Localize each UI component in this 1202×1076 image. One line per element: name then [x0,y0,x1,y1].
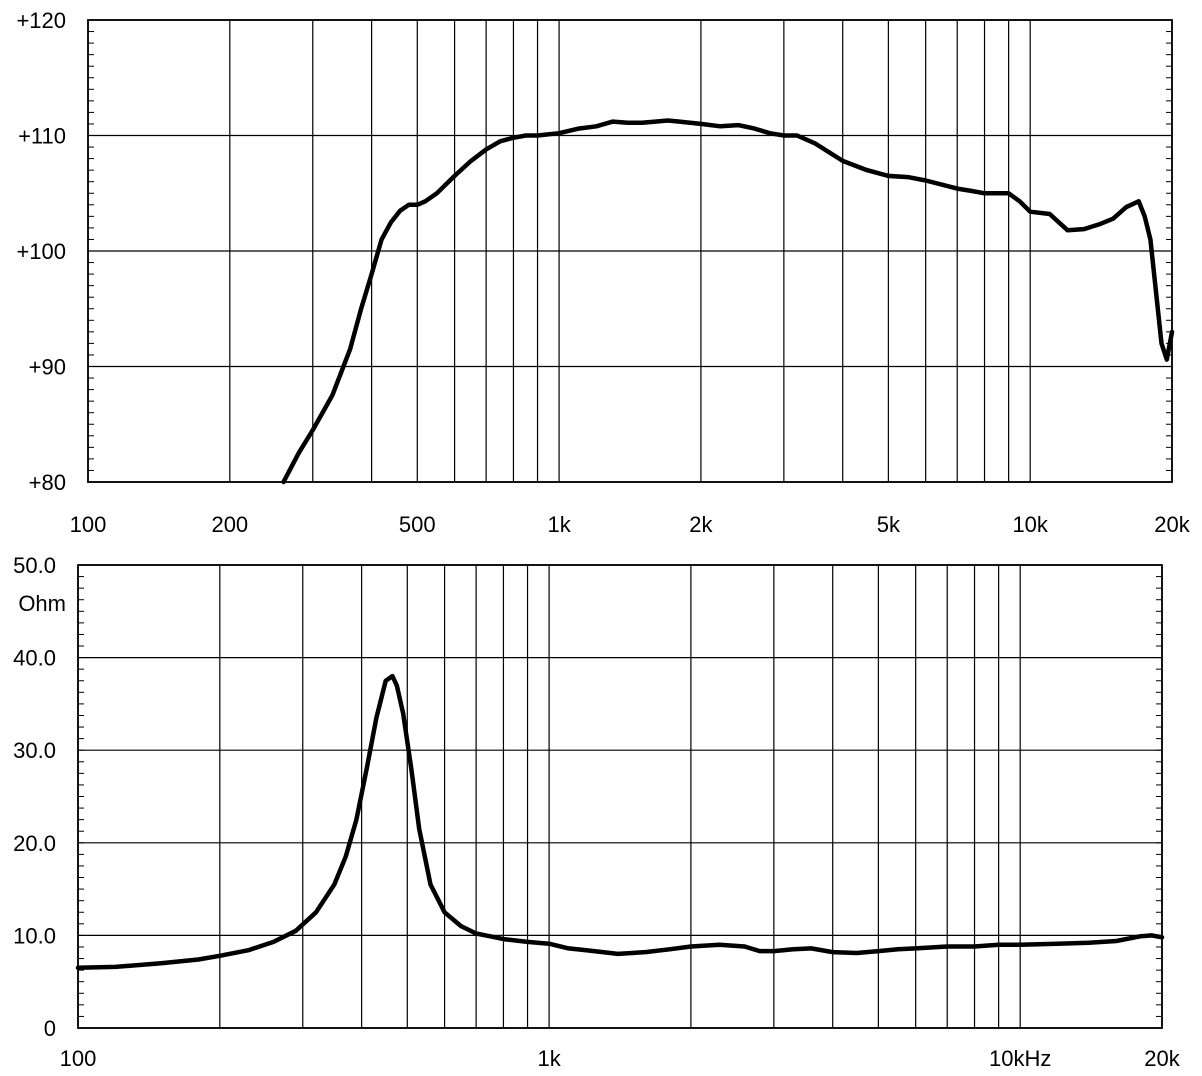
y-tick-label: 40.0 [13,646,56,671]
spl-grid [87,19,1173,483]
y-tick-label: 10.0 [13,923,56,948]
impedance-y-tick-labels: 50.0 40.0 30.0 20.0 10.0 0 [13,553,56,1041]
y-tick-label: +90 [29,355,66,380]
impedance-y-axis-label: Ohm [18,591,66,616]
spl-chart: +120 +110 +100 +90 +80 100 200 500 1k 2k 5k 10k 20k [16,8,1190,537]
spl-response-line [281,118,1175,485]
x-tick-label: 20k [1144,1046,1180,1071]
x-tick-label: 2k [689,512,713,537]
x-tick-label: 500 [399,512,436,537]
impedance-minor-ticks [78,564,1162,1029]
y-tick-label: +120 [16,8,66,33]
x-tick-label: 20k [1154,512,1190,537]
x-tick-label: 200 [211,512,248,537]
x-tick-label: 5k [877,512,901,537]
y-tick-label: 50.0 [13,553,56,578]
y-tick-label: 20.0 [13,831,56,856]
impedance-plot-frame [77,564,1163,1029]
x-tick-label: 10kHz [989,1046,1051,1071]
x-tick-label: 1k [537,1046,561,1071]
spl-plot-frame [87,19,1173,483]
impedance-line [75,673,1165,971]
y-tick-label: 30.0 [13,738,56,763]
y-tick-label: 0 [44,1016,56,1041]
y-tick-label: +80 [29,470,66,495]
impedance-x-tick-labels: 100 1k 10kHz 20k [60,1046,1181,1071]
x-tick-label: 10k [1012,512,1048,537]
impedance-chart: 50.0 40.0 30.0 20.0 10.0 0 Ohm 100 1k 10kHz 20k [13,553,1181,1071]
x-tick-label: 100 [60,1046,97,1071]
impedance-grid [77,564,1163,1029]
spl-y-tick-labels: +120 +110 +100 +90 +80 [16,8,66,495]
x-tick-label: 100 [70,512,107,537]
y-tick-label: +100 [16,239,66,264]
y-tick-label: +110 [18,124,66,149]
x-tick-label: 1k [547,512,571,537]
spl-x-tick-labels: 100 200 500 1k 2k 5k 10k 20k [70,512,1191,537]
